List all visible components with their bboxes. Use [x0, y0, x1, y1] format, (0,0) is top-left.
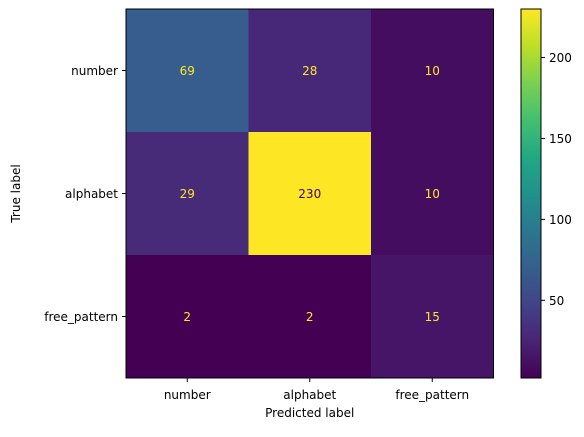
colorbar-tick-label: 150: [549, 132, 572, 146]
x-tick-label: number: [164, 388, 211, 402]
cell-value-1-2: 10: [425, 187, 440, 201]
cell-1-2: [371, 132, 494, 256]
cell-0-2: [371, 9, 494, 133]
y-tick-label: alphabet: [65, 187, 118, 201]
cell-1-1: [248, 132, 372, 256]
cell-value-2-1: 2: [306, 310, 314, 324]
cell-value-1-1: 230: [298, 187, 321, 201]
x-tick-label: free_pattern: [395, 388, 469, 402]
cell-2-0: [126, 255, 249, 379]
cell-2-2: [371, 255, 494, 379]
cell-value-2-2: 15: [425, 310, 440, 324]
y-axis-label: True label: [9, 164, 23, 223]
colorbar: [521, 9, 541, 378]
y-axis-ticks: number alphabet free_pattern: [44, 64, 126, 324]
cell-1-0: [126, 132, 249, 256]
cell-value-0-0: 69: [180, 64, 195, 78]
x-axis-ticks: number alphabet free_pattern: [164, 378, 469, 402]
colorbar-tick-label: 200: [549, 51, 572, 65]
cell-0-0: [126, 9, 249, 133]
cell-value-2-0: 2: [183, 310, 191, 324]
x-tick-label: alphabet: [283, 388, 336, 402]
cell-value-1-0: 29: [180, 187, 195, 201]
colorbar-ticks: 50 100 150 200: [541, 51, 572, 308]
x-axis-label: Predicted label: [265, 406, 354, 420]
colorbar-tick-label: 50: [549, 294, 564, 308]
cell-2-1: [248, 255, 372, 379]
heatmap-cells: 69 28 10 29 230 10 2 2 15: [126, 9, 494, 379]
cell-value-0-1: 28: [302, 64, 317, 78]
cell-0-1: [248, 9, 372, 133]
y-tick-label: number: [71, 64, 118, 78]
colorbar-frame: [520, 8, 542, 379]
colorbar-tick-label: 100: [549, 213, 572, 227]
y-tick-label: free_pattern: [44, 310, 118, 324]
cell-value-0-2: 10: [425, 64, 440, 78]
